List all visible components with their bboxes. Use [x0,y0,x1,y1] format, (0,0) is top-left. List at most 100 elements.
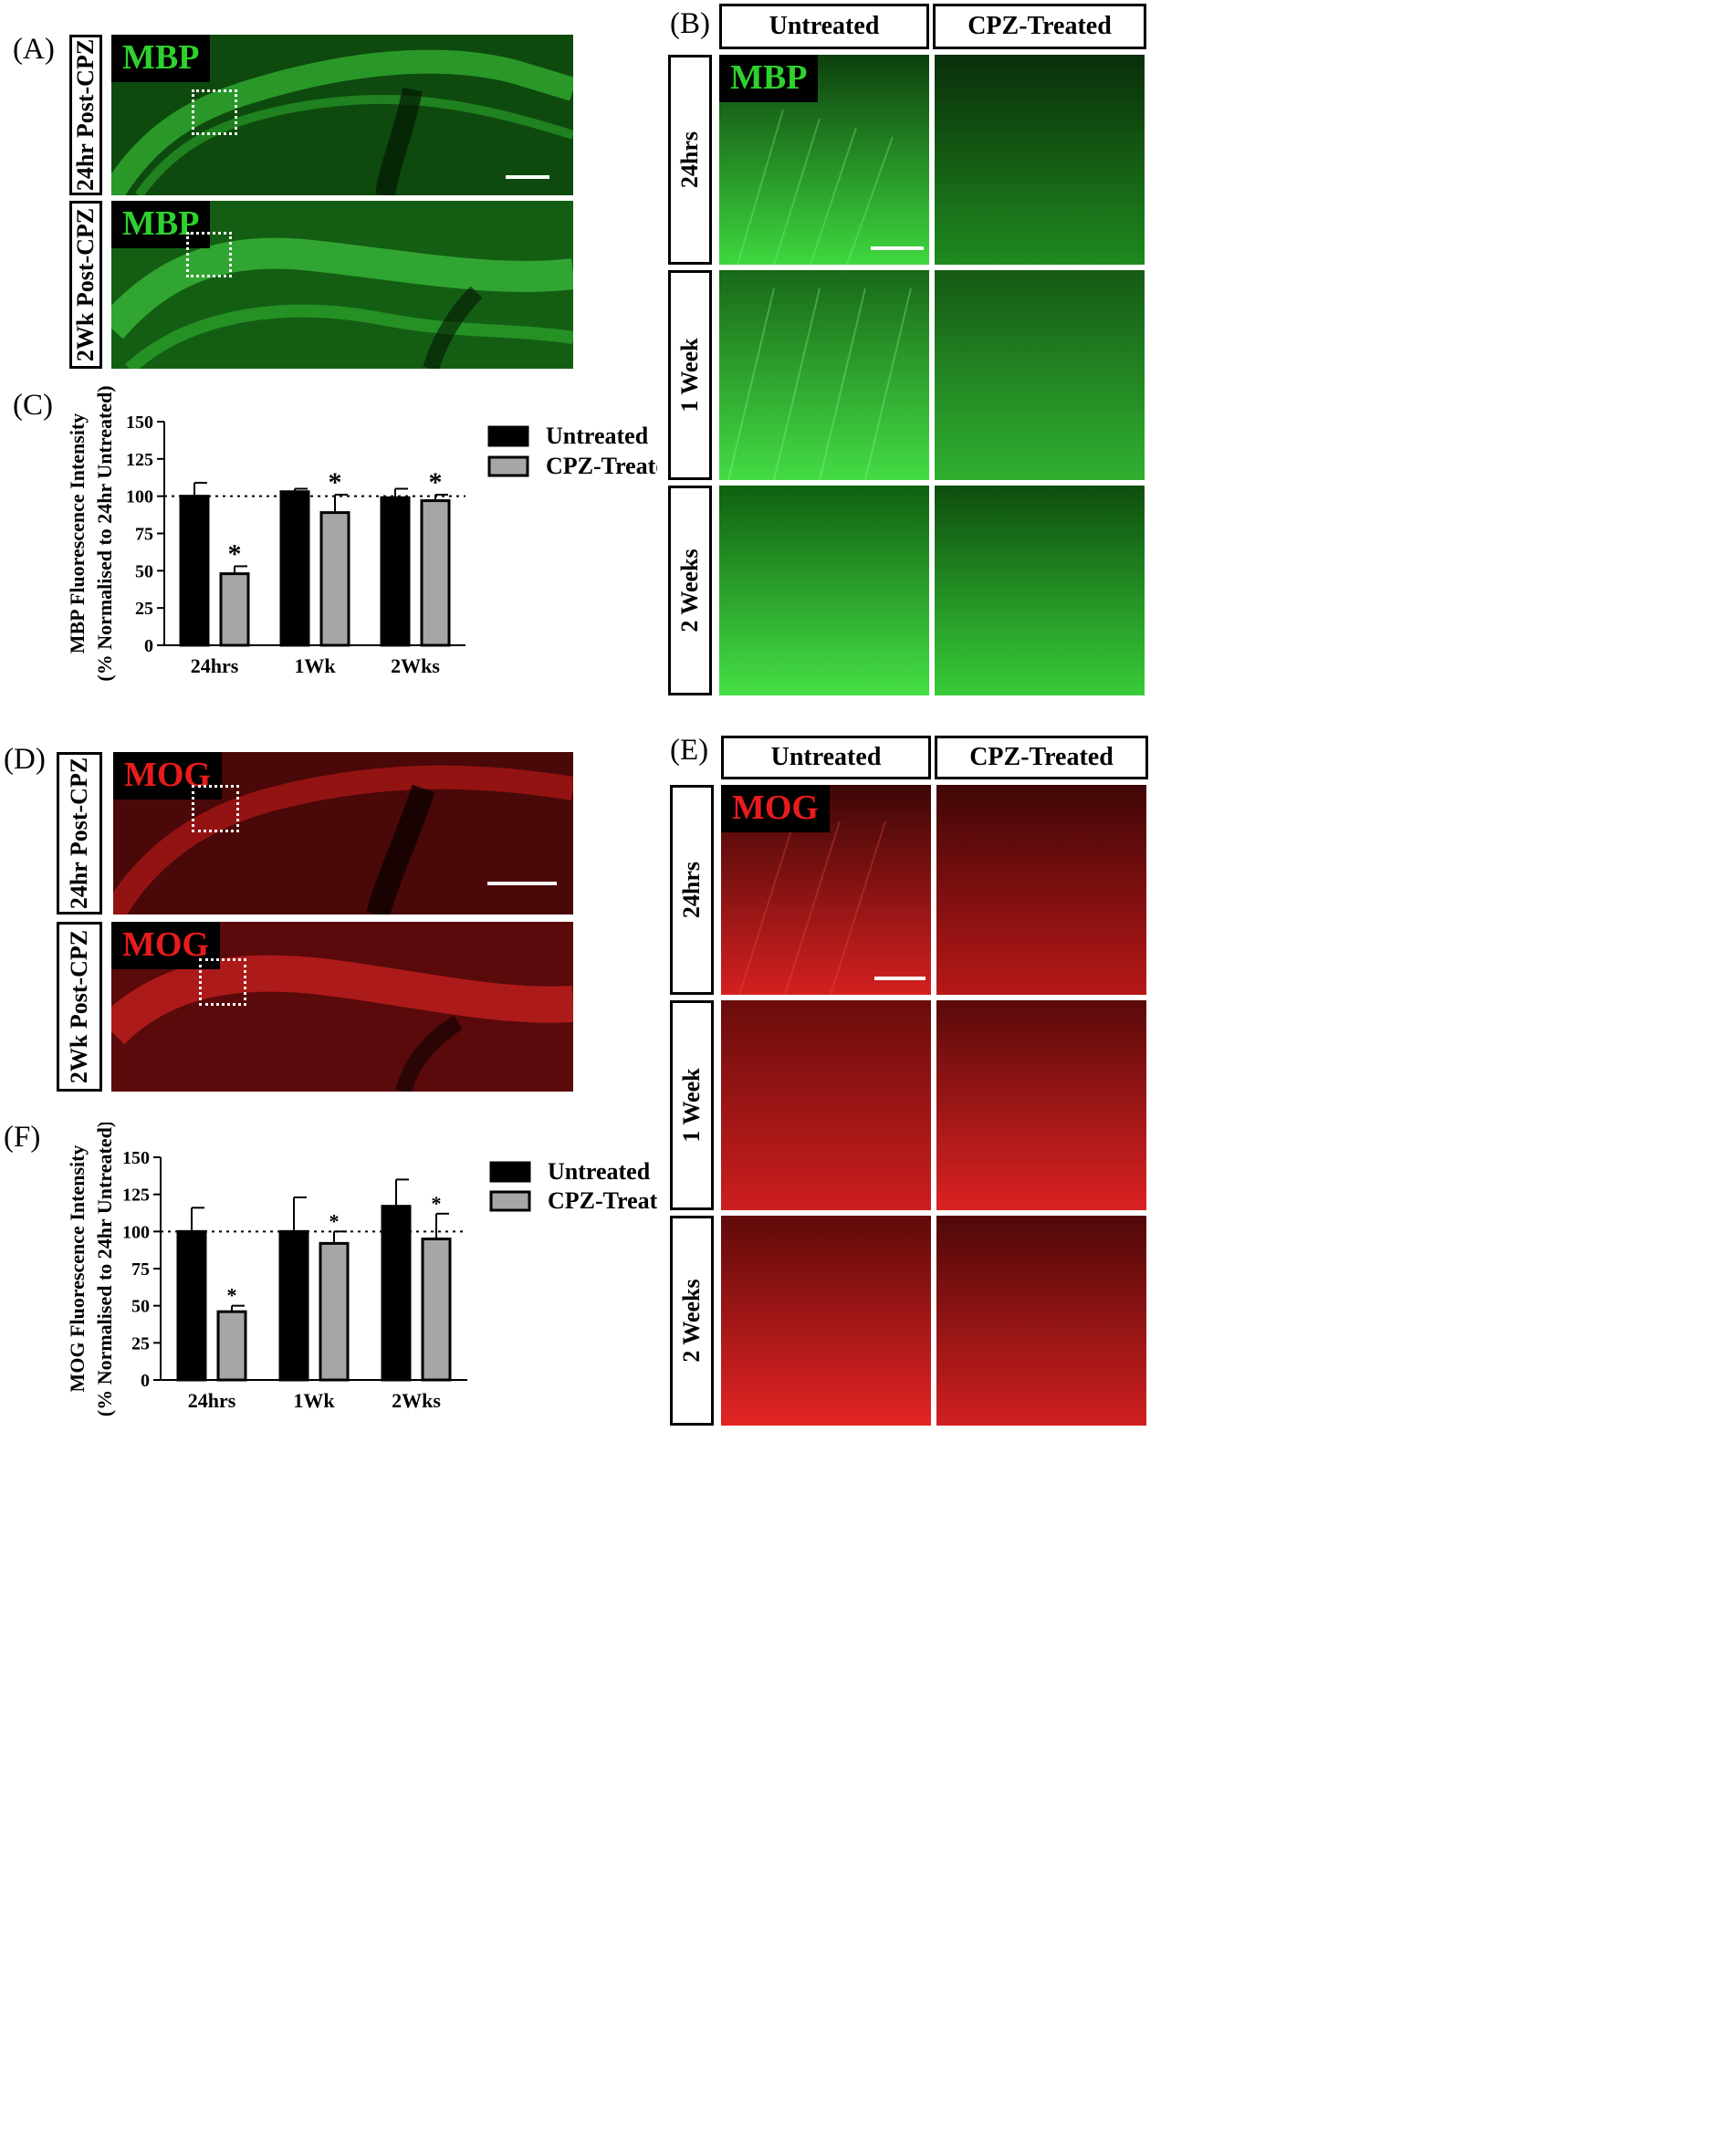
panel-e-image-cpz-2weeks [936,1216,1146,1426]
chart-f-bar-untreated-1Wk [278,1229,309,1382]
panel-label-f: (F) [4,1121,41,1154]
panel-label-a: (A) [13,33,55,66]
chart-f-x-tick-label: 24hrs [188,1389,236,1412]
panel-d-micrograph-24hr: MOG [113,752,573,915]
panel-a-roi-box-2 [186,232,232,277]
panel-e-row-label-24hrs: 24hrs [670,785,714,995]
panel-b-image-untreated-2weeks [719,486,929,695]
panel-label-d: (D) [4,743,46,776]
panel-d-row-label-2: 2Wk Post-CPZ [57,922,102,1092]
chart-f-y-tick-label: 125 [122,1186,150,1206]
chart-c-y-axis-title: MBP Fluorescence Intensity [66,413,89,654]
panel-d-scale-bar [487,882,557,885]
panel-d-roi-box-1 [192,785,239,832]
chart-f-bar-cpz-1Wk [319,1241,350,1382]
chart-c-y-axis-title-line2: (% Normalised to 24hr Untreated) [93,385,116,681]
chart-f-significance-star: * [432,1192,442,1215]
chart-c-legend-label-untreated: Untreated [546,423,649,449]
chart-f-x-tick-label: 1Wk [293,1389,335,1412]
panel-e-image-cpz-1week [936,1000,1146,1210]
chart-f-y-tick-label: 50 [131,1297,150,1317]
chart-c-y-tick-label: 25 [135,599,153,619]
panel-e-image-untreated-2weeks [721,1216,931,1426]
chart-f-y-tick-label: 25 [131,1333,150,1353]
chart-c-y-tick-label: 50 [135,561,153,581]
panel-e-column-header-untreated: Untreated [721,736,931,779]
panel-b-column-header-cpz: CPZ-Treated [933,4,1146,49]
panel-a-stain-label: MBP [111,35,211,82]
chart-c-y-tick-label: 75 [135,525,153,545]
panel-e-row-label-1week: 1 Week [670,1000,714,1210]
chart-c-x-tick-label: 24hrs [191,654,239,677]
panel-a-row-label-2: 2Wk Post-CPZ [69,201,102,369]
chart-f-y-tick-label: 100 [122,1222,150,1242]
chart-f-y-tick-label: 150 [122,1148,150,1168]
chart-f-bar-untreated-24hrs [176,1229,207,1382]
panel-label-b: (B) [670,7,710,40]
chart-f-legend-swatch-cpz [489,1190,531,1212]
chart-c-x-tick-label: 1Wk [294,654,336,677]
panel-e-image-untreated-24hrs: MOG [721,785,931,995]
panel-e-row-label-2weeks: 2 Weeks [670,1216,714,1426]
chart-f-y-axis-title-line2: (% Normalised to 24hr Untreated) [93,1123,116,1416]
chart-c-significance-star: * [429,467,443,497]
panel-b-scale-bar [871,246,924,250]
chart-c-bar-untreated-2Wks [380,496,411,647]
chart-f-legend-label-untreated: Untreated [548,1158,651,1185]
chart-c-legend-swatch-untreated [487,425,529,447]
panel-d-roi-box-2 [199,958,246,1006]
chart-c-legend-swatch-cpz [487,455,529,477]
chart-c-significance-star: * [228,538,242,569]
chart-c-bar-cpz-24hrs [219,572,250,647]
chart-c-x-tick-label: 2Wks [391,654,440,677]
chart-c-bar-untreated-24hrs [179,495,210,647]
chart-f-legend-label-cpz: CPZ-Treated [548,1187,657,1214]
chart-f-y-axis-title: MOG Fluorescence Intensity [66,1145,89,1393]
chart-c-bar-cpz-1Wk [319,511,350,647]
chart-f-y-tick-label: 75 [131,1259,150,1280]
chart-c-bar-untreated-1Wk [279,490,310,647]
panel-label-c: (C) [13,389,53,422]
chart-f-significance-star: * [329,1209,340,1232]
panel-a-micrograph-24hr: MBP [111,35,573,195]
panel-b-image-cpz-1week [935,270,1145,480]
panel-b-image-untreated-1week [719,270,929,480]
panel-d-stain-label-2: MOG [111,922,220,969]
panel-e-image-cpz-24hrs [936,785,1146,995]
panel-b-row-label-2weeks: 2 Weeks [668,486,712,695]
chart-f-bar-untreated-2Wks [381,1205,412,1382]
panel-b-stain-label: MBP [719,55,819,102]
chart-f-y-tick-label: 0 [141,1371,150,1391]
chart-c-y-tick-label: 100 [126,487,153,507]
panel-b-row-label-1week: 1 Week [668,270,712,480]
panel-a-row-label-1: 24hr Post-CPZ [69,35,102,195]
panel-b-column-header-untreated: Untreated [719,4,929,49]
panel-a-scale-bar [506,175,549,179]
panel-e-stain-label: MOG [721,785,830,832]
chart-f-bar-cpz-24hrs [216,1310,247,1382]
chart-f-bar-cpz-2Wks [421,1237,452,1382]
chart-c-bar-cpz-2Wks [420,499,451,647]
chart-f-legend-swatch-untreated [489,1161,531,1183]
panel-f-chart: MOG Fluorescence Intensity (% Normalised … [55,1121,682,1424]
panel-d-stain-label: MOG [113,752,222,800]
panel-b-image-untreated-24hrs: MBP [719,55,929,265]
panel-e-column-header-cpz: CPZ-Treated [935,736,1148,779]
chart-c-y-tick-label: 150 [126,413,153,433]
panel-e-scale-bar [874,977,926,980]
chart-c-legend-label-cpz: CPZ-Treated [546,453,657,479]
chart-c-significance-star: * [329,467,342,497]
panel-c-chart: MBP Fluorescence Intensity (% Normalised … [55,383,680,694]
chart-c-y-tick-label: 0 [144,636,153,656]
panel-a-micrograph-2wk: MBP [111,201,573,369]
panel-label-e: (E) [670,734,709,767]
panel-d-micrograph-2wk: MOG [111,922,573,1092]
panel-a-roi-box-1 [192,89,237,135]
panel-b-image-cpz-24hrs [935,55,1145,265]
chart-f-x-tick-label: 2Wks [392,1389,441,1412]
panel-e-image-untreated-1week [721,1000,931,1210]
chart-f-significance-star: * [227,1284,237,1307]
chart-c-y-tick-label: 125 [126,450,153,470]
panel-b-row-label-24hrs: 24hrs [668,55,712,265]
panel-b-image-cpz-2weeks [935,486,1145,695]
